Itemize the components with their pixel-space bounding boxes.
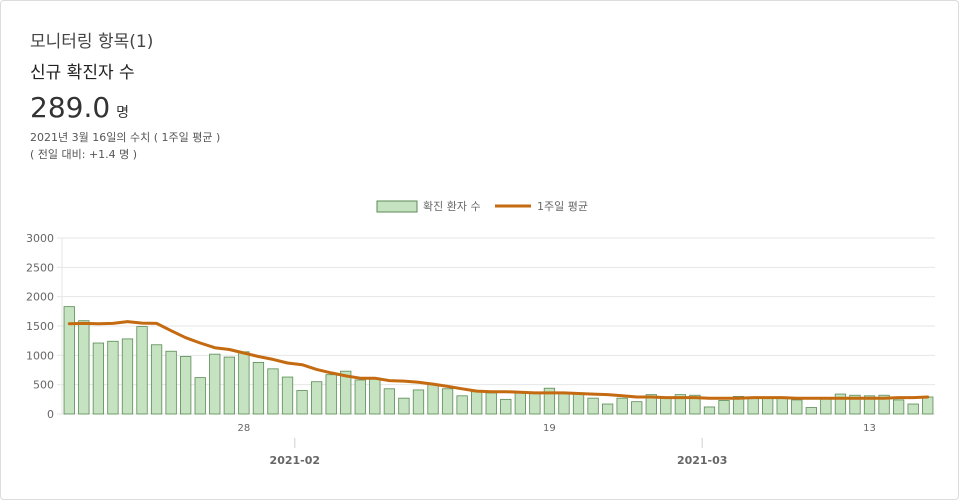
bar [136,326,148,415]
bar [441,388,454,415]
bar [572,393,585,415]
bar [369,377,381,415]
bar [529,393,541,415]
bar [296,390,308,415]
y-tick-label: 2000 [26,291,54,304]
bar [281,376,294,415]
x-tick-label: 19 [543,423,556,434]
bar-series [63,306,934,415]
metric-name: 신규 확진자 수 [30,63,135,83]
bar [878,394,890,415]
date-note: 2021년 3월 16일의 수치 ( 1주일 평균 ) [30,131,221,144]
month-label: 2021-03 [677,454,728,467]
bar [340,370,352,415]
bar [238,351,250,415]
y-tick-label: 0 [47,408,54,421]
y-tick-label: 1000 [26,349,54,362]
bar [791,399,803,415]
axes: 0 500 1000 1500 2000 2500 3000 28 19 13 2021-02 202… [26,232,876,467]
bar [922,396,934,415]
y-tick-label: 3000 [26,232,54,245]
bar [194,377,206,415]
bar [485,392,497,415]
bar [500,398,512,415]
bar [92,342,105,415]
bar [863,395,876,415]
bar [587,397,599,415]
y-tick-label: 500 [33,379,54,392]
bar [78,320,90,415]
bar [558,392,570,415]
bar [107,340,119,415]
bar [616,397,628,415]
bar [325,374,337,415]
y-tick-label: 1500 [26,320,54,333]
bar [674,394,687,415]
bar [267,368,279,415]
bar [776,397,788,415]
bar [660,397,672,415]
bar [543,387,556,415]
bar [601,403,614,415]
chart-legend[interactable]: 확진 환자 수 1주일 평균 [376,199,588,213]
legend-label-line: 1주일 평균 [537,199,588,213]
bar [121,338,134,415]
bar [310,381,323,415]
bar [631,401,643,415]
bar [834,393,847,415]
legend-swatch-bars[interactable] [376,200,418,213]
metric-unit: 명 [116,105,130,121]
month-label: 2021-02 [270,454,321,467]
bar [456,395,468,415]
bar [252,361,265,415]
bar [209,353,221,415]
bar [892,399,905,415]
bar [427,384,439,415]
bar [383,388,396,415]
legend-label-bars: 확진 환자 수 [423,200,481,213]
metric-value-row: 289.0 명 [30,91,129,124]
bar [398,397,410,415]
bar [63,306,75,415]
bar [689,394,701,415]
bar [703,406,716,415]
bar [805,407,817,415]
diff-note: ( 전일 대비: +1.4 명 ) [30,148,138,161]
bar [354,379,366,415]
bar [412,389,425,415]
bar [820,397,832,415]
bar [718,400,730,415]
bar [762,397,774,415]
bar [471,391,483,415]
metric-value: 289.0 [30,91,111,124]
x-tick-label: 28 [238,423,251,434]
grid-lines [62,237,935,415]
bar [514,391,526,415]
bar [165,350,177,415]
bar [223,356,235,415]
monitor-title: 모니터링 항목(1) [30,32,154,52]
bar [180,356,192,415]
bar [645,394,657,415]
bar [747,397,759,415]
y-tick-label: 2500 [26,261,54,274]
bar [150,344,163,415]
line-series [67,320,930,400]
bar [849,394,861,415]
bar [732,395,745,415]
cases-chart: 0 500 1000 1500 2000 2500 3000 28 19 13 2021-02 202… [26,199,935,467]
series-line [67,320,930,400]
bar [907,403,919,415]
x-tick-label: 13 [863,423,876,434]
